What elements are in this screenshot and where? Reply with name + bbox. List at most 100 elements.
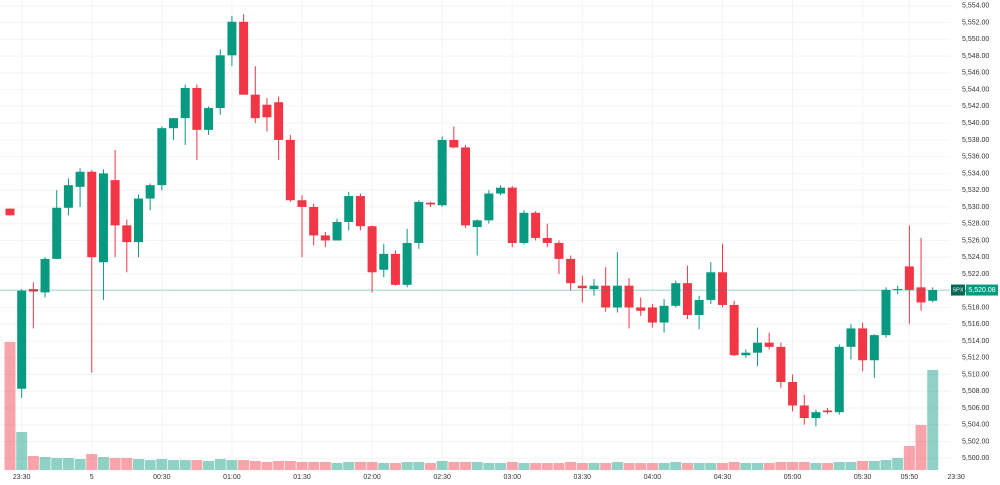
candle-body — [63, 185, 73, 208]
candle-body — [624, 285, 634, 308]
volume-bar — [927, 370, 939, 470]
candle-body — [414, 201, 424, 243]
y-tick-label: 5,540.00 — [962, 120, 989, 127]
x-tick-label: 01:00 — [223, 474, 241, 481]
last-price-label: 5,520.08 — [968, 287, 995, 294]
candle-body — [250, 94, 260, 119]
candle-body — [320, 235, 330, 241]
volume-bar — [670, 462, 682, 470]
volume-bar — [331, 463, 343, 470]
volume-bar — [214, 459, 226, 470]
volume-bar — [366, 462, 378, 470]
volume-bar — [4, 342, 16, 470]
volume-bar — [51, 458, 63, 470]
y-tick-label: 5,530.00 — [962, 204, 989, 211]
candle-body — [274, 102, 284, 140]
y-tick-label: 5,550.00 — [962, 36, 989, 43]
y-tick-label: 5,500.00 — [962, 455, 989, 462]
candle-body — [262, 104, 272, 118]
volume-bar — [845, 462, 857, 470]
volume-bar — [880, 460, 892, 470]
candle-body — [636, 307, 646, 311]
volume-bar — [833, 462, 845, 470]
volume-bar — [378, 463, 390, 470]
y-tick-label: 5,514.00 — [962, 338, 989, 345]
volume-bar — [238, 460, 250, 470]
candle-body — [904, 266, 914, 290]
candle-body — [110, 180, 120, 226]
volume-bar — [448, 462, 460, 470]
candle-body — [379, 253, 389, 270]
x-tick-label: 23:30 — [947, 474, 965, 481]
y-tick-label: 5,510.00 — [962, 371, 989, 378]
volume-bar — [892, 458, 904, 470]
volume-bar — [156, 459, 168, 470]
candle-body — [741, 352, 751, 356]
x-tick-label: 00:30 — [153, 474, 171, 481]
volume-bar — [483, 463, 495, 470]
candle-body — [612, 285, 622, 308]
volume-bar — [413, 462, 425, 470]
candle-body — [40, 258, 50, 293]
candle-body — [823, 410, 833, 413]
candle-body — [133, 198, 143, 243]
volume-bar — [109, 458, 121, 470]
candle-body — [729, 304, 739, 356]
volume-bar — [518, 463, 530, 470]
y-tick-label: 5,502.00 — [962, 438, 989, 445]
y-tick-label: 5,518.00 — [962, 304, 989, 311]
volume-bar — [319, 462, 331, 470]
candle-body — [647, 307, 657, 323]
volume-bar — [16, 432, 28, 470]
volume-bar — [343, 462, 355, 470]
candle-body — [169, 118, 179, 129]
volume-bar — [273, 461, 285, 470]
volume-bar — [121, 458, 133, 470]
symbol-label: SPX — [952, 287, 963, 293]
y-tick-label: 5,524.00 — [962, 254, 989, 261]
candle-body — [893, 289, 903, 291]
candle-body — [297, 200, 307, 207]
candle-body — [764, 342, 774, 347]
candle-body — [776, 346, 786, 383]
volume-bar — [798, 462, 810, 470]
volume-bar — [541, 463, 553, 470]
volume-bar — [179, 460, 191, 470]
last-price-badge — [966, 284, 998, 296]
x-tick-label: 01:30 — [293, 474, 311, 481]
volume-bar — [62, 458, 74, 470]
candle-body — [694, 299, 704, 316]
candle-body — [285, 139, 295, 201]
x-tick-label: 03:30 — [574, 474, 592, 481]
volume-bar — [576, 463, 588, 470]
candle-body — [98, 173, 108, 263]
candle-body — [577, 285, 587, 289]
y-tick-label: 5,542.00 — [962, 103, 989, 110]
x-tick-label: 04:30 — [714, 474, 732, 481]
volume-bar — [74, 459, 86, 470]
volume-bar — [424, 463, 436, 470]
symbol-badge — [951, 284, 965, 296]
candle-body — [542, 237, 552, 243]
candle-body — [659, 305, 669, 323]
volume-bar — [296, 462, 308, 470]
candle-body — [87, 171, 97, 258]
x-tick-label: 5 — [90, 474, 94, 481]
volume-bar — [681, 463, 693, 470]
candle-body — [437, 139, 447, 206]
y-tick-label: 5,506.00 — [962, 405, 989, 412]
candle-body — [425, 202, 435, 205]
volume-bar — [915, 425, 927, 470]
y-tick-label: 5,554.00 — [962, 3, 989, 10]
candle-body — [344, 196, 354, 223]
candle-body — [192, 87, 202, 130]
volume-bar — [728, 462, 740, 470]
volume-bar — [261, 462, 273, 470]
y-tick-label: 5,528.00 — [962, 221, 989, 228]
x-tick-label: 05:00 — [784, 474, 802, 481]
volume-bar — [308, 462, 320, 470]
candle-body — [461, 147, 471, 226]
x-tick-label: 04:00 — [644, 474, 662, 481]
